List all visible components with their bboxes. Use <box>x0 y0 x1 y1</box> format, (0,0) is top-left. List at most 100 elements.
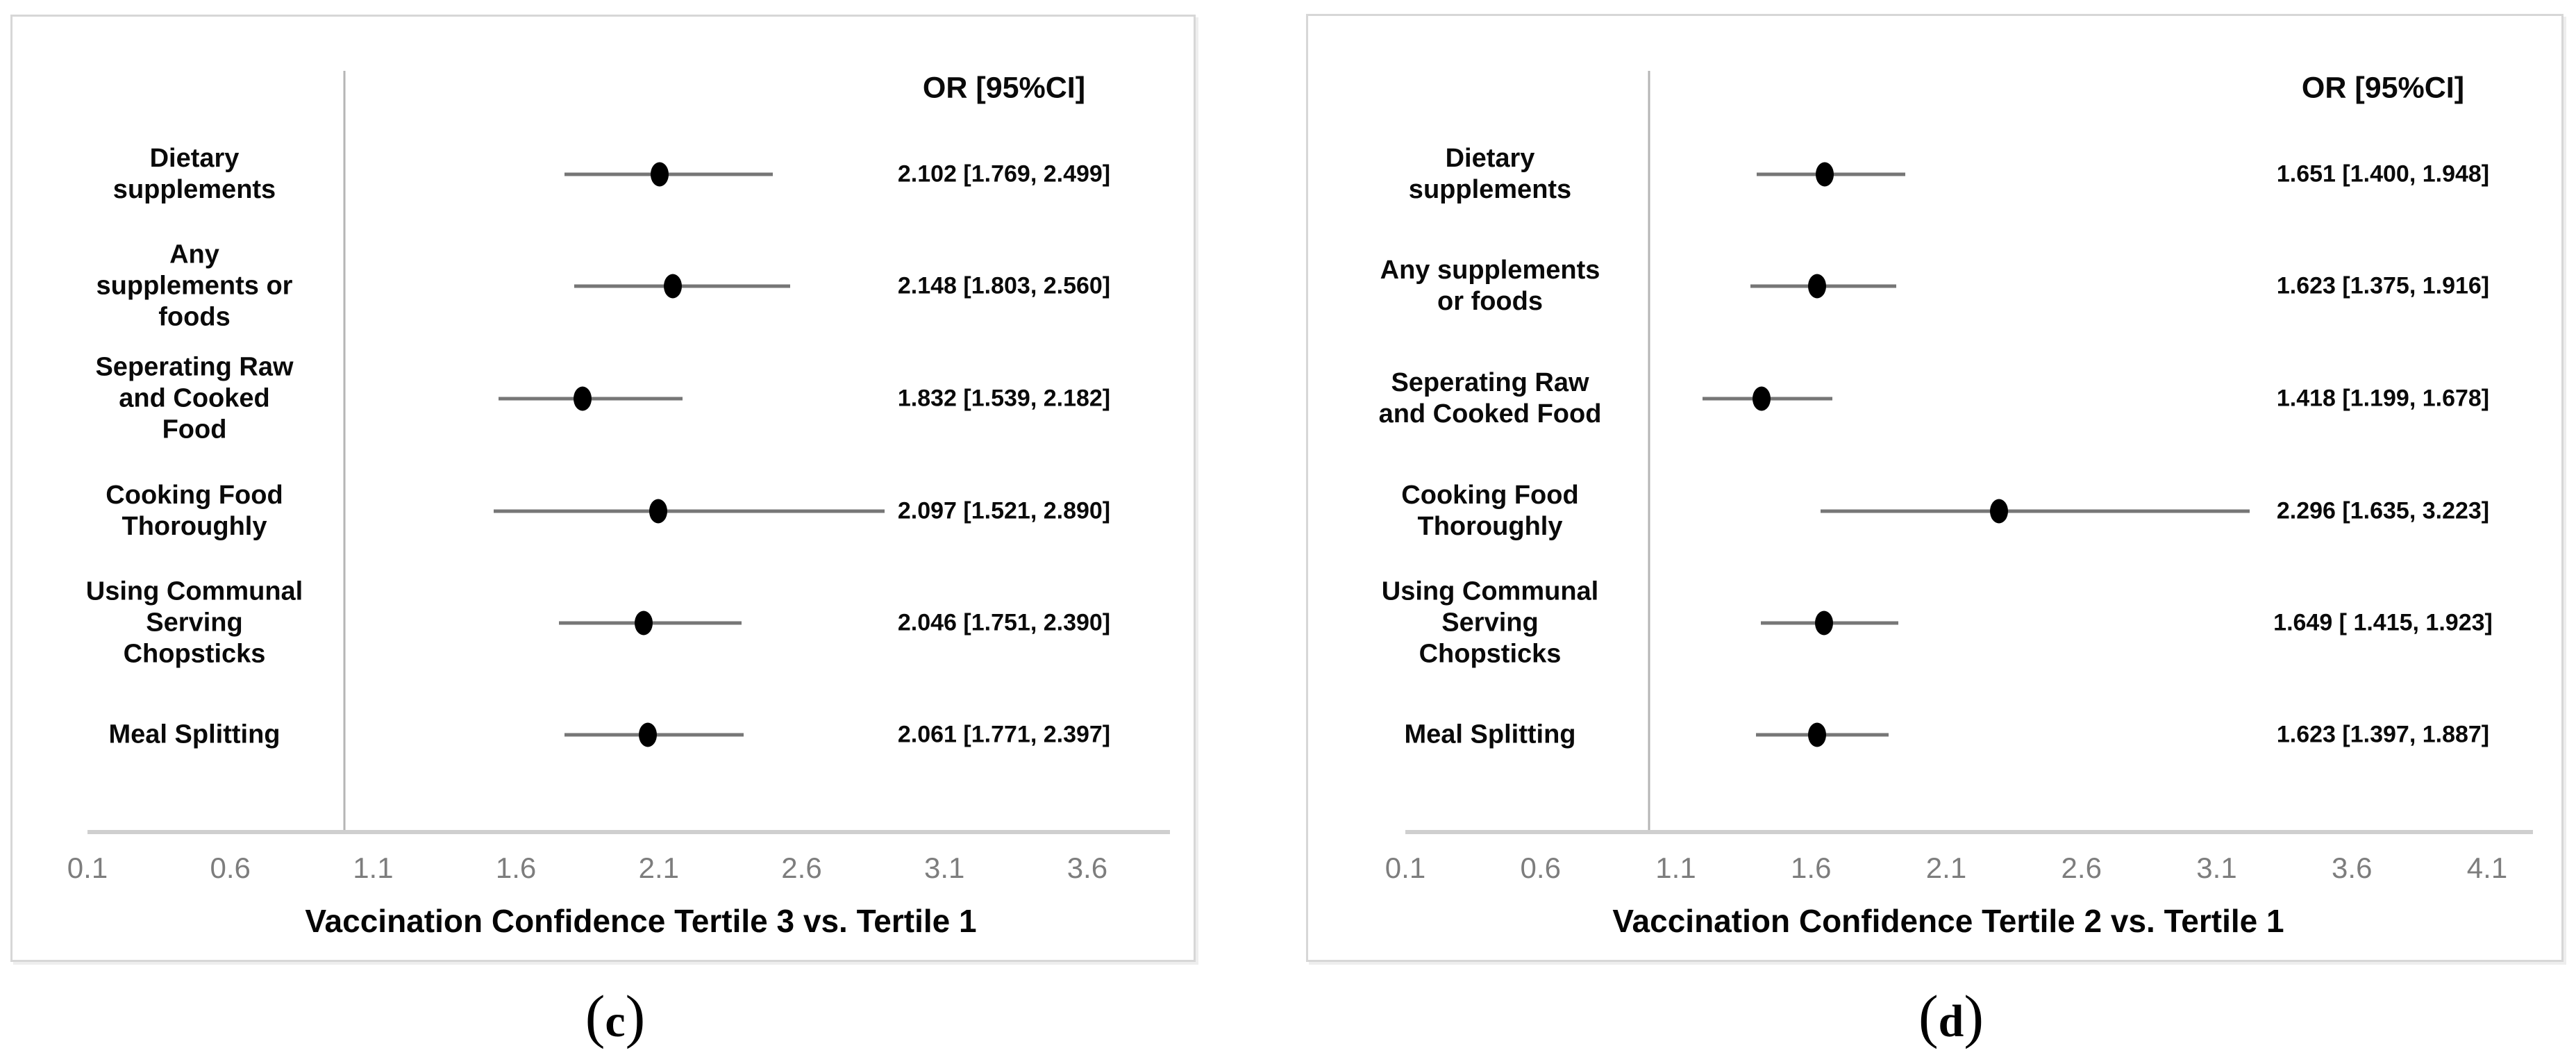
x-tick-label: 2.6 <box>781 852 822 884</box>
row-label-line: Using Communal <box>1381 576 1599 606</box>
odds-ratio-dot <box>1808 722 1827 747</box>
row-label-line: foods <box>158 302 231 332</box>
row-label: Meal Splitting <box>109 720 281 751</box>
odds-ratio-dot <box>663 274 682 299</box>
odds-ratio-dot <box>649 499 667 524</box>
row-label-line: Using Communal <box>85 576 303 606</box>
row-label: Any supplements or foods <box>1380 255 1600 317</box>
row-label-line: supplements or <box>96 271 293 301</box>
row-label-line: Dietary <box>1445 144 1535 173</box>
row-label: Dietary supplements <box>1409 143 1571 206</box>
confidence-interval-line <box>574 284 791 288</box>
odds-ratio-dot <box>1990 499 2009 524</box>
caption-close-paren: ) <box>625 983 646 1049</box>
row-label-line: Thoroughly <box>1417 512 1563 541</box>
forest-panel-d: OR [95%CI] Dietary supplements 1.651 [1.400… <box>1306 14 2564 962</box>
row-label-line: Meal Splitting <box>1404 720 1576 749</box>
row-label-line: and Cooked Food <box>1378 399 1602 429</box>
or-ci-value: 2.148 [1.803, 2.560] <box>897 272 1111 299</box>
x-tick-label: 0.1 <box>1385 852 1426 884</box>
x-tick-label: 3.1 <box>2196 852 2237 884</box>
odds-ratio-dot <box>573 386 592 411</box>
or-ci-value: 1.418 [1.199, 1.678] <box>2276 385 2490 412</box>
x-tick-label: 2.1 <box>1925 852 1967 884</box>
or-ci-column-header: OR [95%CI] <box>922 71 1086 105</box>
forest-panel-c: OR [95%CI] Dietary supplements 2.102 [1.769… <box>10 15 1196 962</box>
odds-ratio-dot <box>1808 274 1827 299</box>
row-label: Any supplements or foods <box>97 240 293 333</box>
odds-ratio-dot <box>1815 610 1834 636</box>
confidence-interval-line <box>1820 509 2250 513</box>
reference-line <box>343 71 346 830</box>
axis-title: Vaccination Confidence Tertile 3 vs. Ter… <box>305 903 977 939</box>
x-tick-label: 1.1 <box>1655 852 1696 884</box>
row-label-line: Dietary <box>149 144 240 173</box>
row-label-line: Chopsticks <box>123 639 266 669</box>
x-tick-label: 1.6 <box>1791 852 1832 884</box>
caption-open-paren: ( <box>1918 983 1939 1049</box>
row-label: Using Communal Serving Chopsticks <box>86 576 303 670</box>
row-label-line: and Cooked <box>119 383 270 413</box>
row-label: Meal Splitting <box>1405 720 1576 751</box>
confidence-interval-line <box>564 172 773 176</box>
caption-letter: d <box>1938 996 1964 1047</box>
caption-letter: c <box>605 996 626 1047</box>
odds-ratio-dot <box>1753 386 1771 411</box>
row-label-line: or foods <box>1437 287 1543 316</box>
row-label-line: Any <box>169 240 219 269</box>
caption-open-paren: ( <box>585 983 605 1049</box>
row-label-line: Meal Splitting <box>108 720 281 749</box>
row-label-line: Serving <box>146 608 243 638</box>
or-ci-value: 1.651 [1.400, 1.948] <box>2276 160 2490 188</box>
or-ci-value: 1.623 [1.397, 1.887] <box>2276 721 2490 748</box>
row-label: Dietary supplements <box>113 143 276 206</box>
x-tick-label: 4.1 <box>2466 852 2508 884</box>
x-tick-label: 0.6 <box>210 852 251 884</box>
row-label: Seperating Raw and Cooked Food <box>95 352 293 446</box>
row-label-line: Cooking Food <box>106 481 283 510</box>
or-ci-value: 2.097 [1.521, 2.890] <box>897 497 1111 524</box>
row-label: Cooking Food Thoroughly <box>1401 480 1578 542</box>
or-ci-value: 1.649 [ 1.415, 1.923] <box>2273 609 2493 636</box>
axis-title: Vaccination Confidence Tertile 2 vs. Ter… <box>1612 903 2284 939</box>
odds-ratio-dot <box>638 722 657 747</box>
row-label-line: Cooking Food <box>1401 481 1579 510</box>
row-label-line: supplements <box>1408 175 1572 204</box>
row-label: Seperating Raw and Cooked Food <box>1379 367 1602 430</box>
row-label-line: Any supplements <box>1380 256 1600 285</box>
or-ci-value: 1.832 [1.539, 2.182] <box>897 385 1111 412</box>
or-ci-column-header: OR [95%CI] <box>2301 71 2465 105</box>
or-ci-value: 1.623 [1.375, 1.916] <box>2276 272 2490 299</box>
row-label-line: supplements <box>112 175 276 204</box>
x-tick-label: 1.6 <box>495 852 537 884</box>
x-tick-label: 0.1 <box>67 852 108 884</box>
odds-ratio-dot <box>634 610 653 636</box>
confidence-interval-line <box>493 509 885 513</box>
x-axis-line <box>87 830 1171 834</box>
odds-ratio-dot <box>650 162 669 187</box>
row-label-line: Food <box>162 415 227 445</box>
odds-ratio-dot <box>1816 162 1834 187</box>
caption-d: (d) <box>1918 981 1984 1051</box>
row-label: Using Communal Serving Chopsticks <box>1382 576 1598 670</box>
or-ci-value: 2.296 [1.635, 3.223] <box>2276 497 2490 524</box>
x-tick-label: 1.1 <box>353 852 394 884</box>
row-label-line: Seperating Raw <box>95 352 294 382</box>
or-ci-value: 2.061 [1.771, 2.397] <box>897 721 1111 748</box>
x-tick-label: 0.6 <box>1520 852 1561 884</box>
row-label-line: Serving <box>1441 608 1539 638</box>
x-axis-line <box>1405 830 2534 834</box>
or-ci-value: 2.046 [1.751, 2.390] <box>897 609 1111 636</box>
x-tick-label: 3.1 <box>923 852 965 884</box>
x-tick-label: 2.6 <box>2061 852 2102 884</box>
reference-line <box>1648 71 1650 830</box>
row-label: Cooking Food Thoroughly <box>106 480 283 542</box>
row-label-line: Chopsticks <box>1419 639 1562 669</box>
x-tick-label: 3.6 <box>1067 852 1108 884</box>
row-label-line: Thoroughly <box>122 512 267 541</box>
x-tick-label: 2.1 <box>638 852 679 884</box>
caption-close-paren: ) <box>1964 983 1984 1049</box>
or-ci-value: 2.102 [1.769, 2.499] <box>897 160 1111 188</box>
row-label-line: Seperating Raw <box>1391 368 1589 397</box>
